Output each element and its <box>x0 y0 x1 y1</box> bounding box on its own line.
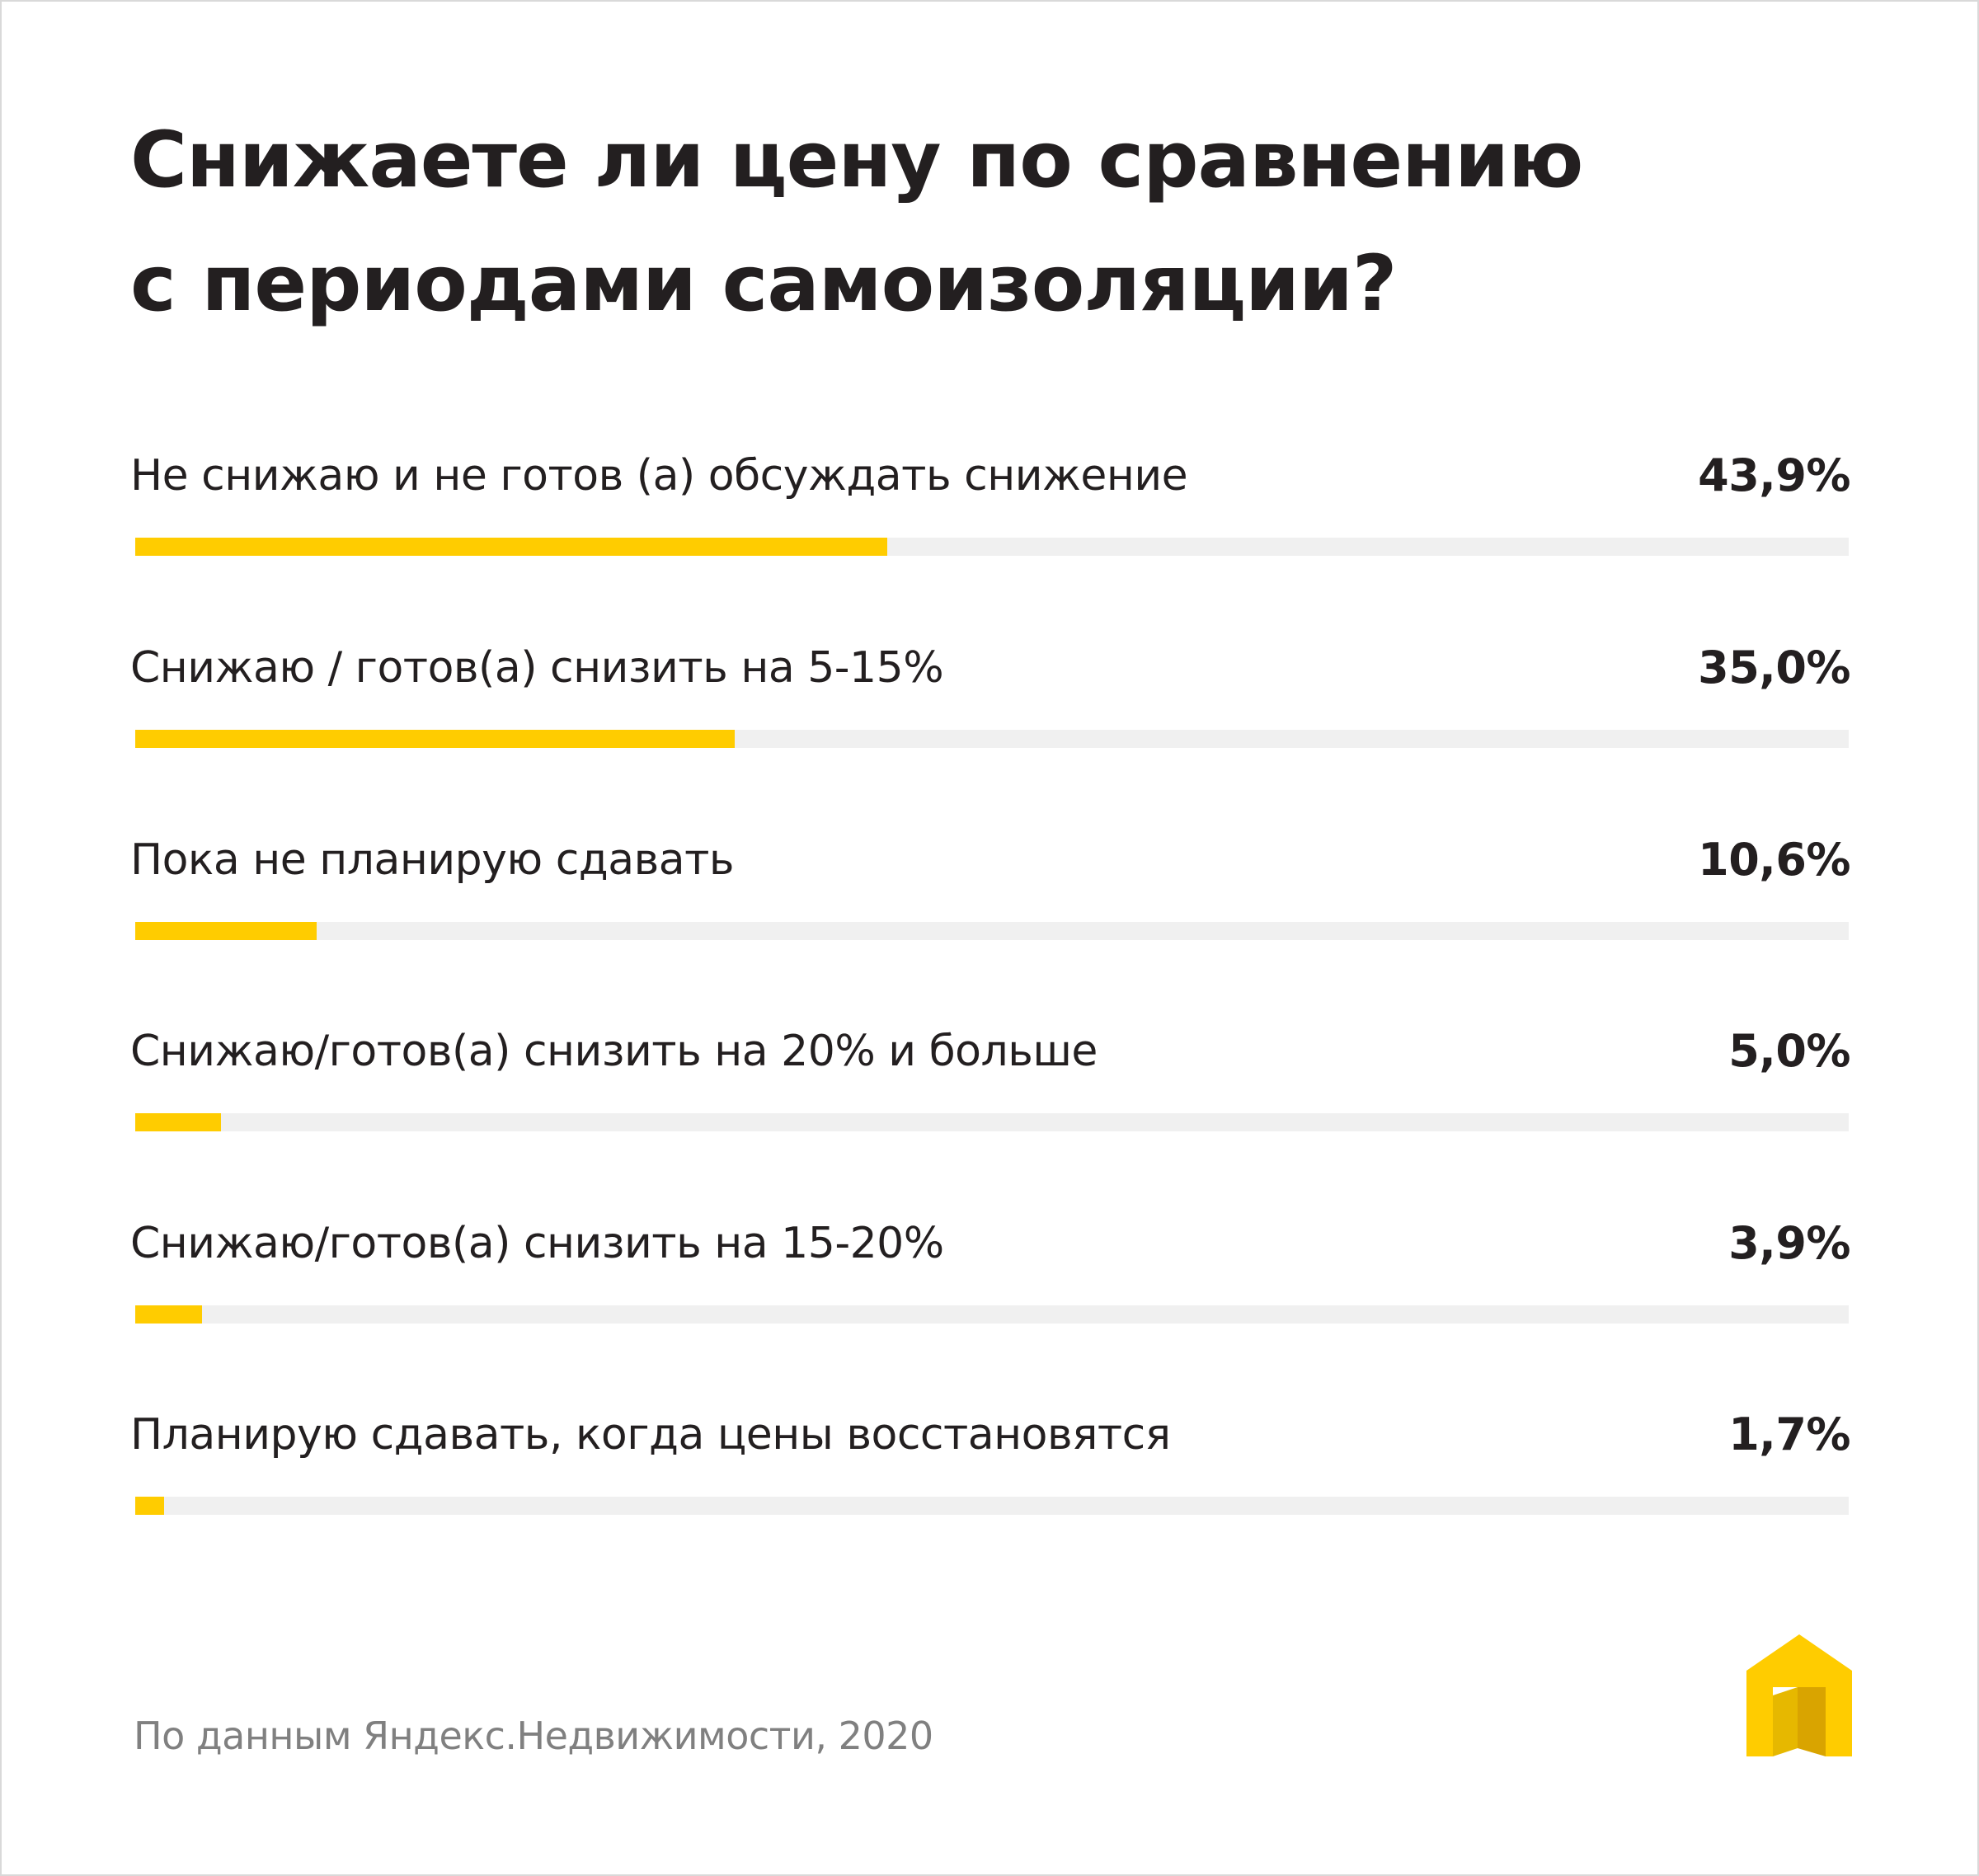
category-label: Снижаю / готов(а) снизить на 5-15% <box>130 643 944 693</box>
category-label: Снижаю/готов(а) снизить на 20% и больше <box>130 1027 1098 1076</box>
data-label: 3,9% <box>1728 1217 1850 1269</box>
data-label: 35,0% <box>1698 642 1850 694</box>
chart-title-line-2: с периодами самоизоляции? <box>130 239 1397 329</box>
bar-row-3: Пока не планирую сдавать 10,6% <box>130 823 1850 947</box>
bar-row-1: Не снижаю и не готов (а) обсуждать сниже… <box>130 439 1850 562</box>
yandex-realty-house-icon <box>1746 1634 1852 1756</box>
bar-fill <box>135 538 888 556</box>
bar-row-5: Снижаю/готов(а) снизить на 15-20% 3,9% <box>130 1206 1850 1330</box>
data-label: 10,6% <box>1698 834 1850 886</box>
chart-title-line-1: Снижаете ли цену по сравнению <box>130 115 1583 205</box>
bar-track <box>135 730 1849 748</box>
bar-row-2: Снижаю / готов(а) снизить на 5-15% 35,0% <box>130 631 1850 755</box>
bar-track <box>135 538 1849 556</box>
data-label: 5,0% <box>1728 1025 1850 1077</box>
category-label: Пока не планирую сдавать <box>130 835 735 885</box>
bar-row-4: Снижаю/готов(а) снизить на 20% и больше … <box>130 1014 1850 1138</box>
bar-row-6: Планирую сдавать, когда цены восстановят… <box>130 1398 1850 1521</box>
bar-fill <box>135 1113 221 1131</box>
bar-track <box>135 1113 1849 1131</box>
data-label: 1,7% <box>1728 1408 1850 1460</box>
category-label: Не снижаю и не готов (а) обсуждать сниже… <box>130 451 1188 501</box>
source-note: По данным Яндекс.Недвижимости, 2020 <box>134 1714 933 1758</box>
bar-fill <box>135 1497 165 1515</box>
bar-fill <box>135 922 317 940</box>
data-label: 43,9% <box>1698 449 1850 501</box>
bar-track <box>135 1305 1849 1324</box>
category-label: Планирую сдавать, когда цены восстановят… <box>130 1410 1171 1460</box>
bar-track <box>135 922 1849 940</box>
category-label: Снижаю/готов(а) снизить на 15-20% <box>130 1219 944 1268</box>
bar-track <box>135 1497 1849 1515</box>
bar-fill <box>135 730 736 748</box>
bar-fill <box>135 1305 203 1324</box>
chart-title: Снижаете ли цену по сравнению с периодам… <box>130 99 1779 346</box>
